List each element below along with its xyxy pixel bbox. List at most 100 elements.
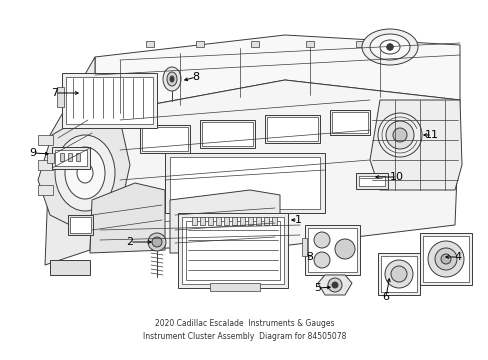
Ellipse shape xyxy=(334,239,354,259)
Bar xyxy=(422,236,468,282)
Bar xyxy=(68,215,93,235)
Bar xyxy=(182,217,284,284)
Bar xyxy=(405,41,413,47)
Bar xyxy=(70,217,91,233)
Bar xyxy=(140,125,190,153)
Bar xyxy=(200,217,204,225)
Bar xyxy=(307,228,356,272)
Ellipse shape xyxy=(427,241,463,277)
Bar xyxy=(419,233,471,285)
Bar xyxy=(178,213,287,288)
Bar xyxy=(358,176,384,186)
Ellipse shape xyxy=(390,266,406,282)
Bar xyxy=(192,217,197,225)
Bar xyxy=(38,185,53,195)
Polygon shape xyxy=(90,183,164,253)
Ellipse shape xyxy=(379,40,399,54)
Ellipse shape xyxy=(377,113,421,157)
Ellipse shape xyxy=(167,72,177,86)
Ellipse shape xyxy=(313,232,329,248)
Ellipse shape xyxy=(386,44,392,50)
Bar xyxy=(209,283,260,291)
Ellipse shape xyxy=(331,282,337,288)
Bar xyxy=(250,41,259,47)
Bar xyxy=(47,153,54,163)
Text: 9: 9 xyxy=(29,148,37,158)
Bar xyxy=(264,115,319,143)
Text: 8: 8 xyxy=(192,72,199,82)
Ellipse shape xyxy=(361,29,417,65)
Bar xyxy=(305,225,359,275)
Bar xyxy=(200,120,254,148)
Bar xyxy=(55,150,87,166)
Bar xyxy=(146,41,154,47)
Bar xyxy=(380,256,416,292)
Bar xyxy=(355,173,387,189)
Ellipse shape xyxy=(327,278,341,292)
Ellipse shape xyxy=(77,163,93,183)
Ellipse shape xyxy=(65,147,105,199)
Bar xyxy=(216,217,221,225)
Bar xyxy=(231,217,237,225)
Ellipse shape xyxy=(386,44,392,50)
Bar xyxy=(377,253,419,295)
Text: 7: 7 xyxy=(51,88,59,98)
Polygon shape xyxy=(95,35,459,115)
Ellipse shape xyxy=(148,233,165,251)
Polygon shape xyxy=(90,80,459,250)
Bar xyxy=(224,217,228,225)
Text: 2: 2 xyxy=(126,237,133,247)
Bar xyxy=(164,153,325,213)
Bar xyxy=(142,127,187,151)
Bar xyxy=(52,147,90,169)
Ellipse shape xyxy=(392,128,406,142)
Bar xyxy=(302,238,306,256)
Text: 2020 Cadillac Escalade  Instruments & Gauges
Instrument Cluster Assembly  Diagra: 2020 Cadillac Escalade Instruments & Gau… xyxy=(142,319,346,341)
Ellipse shape xyxy=(434,248,456,270)
Bar xyxy=(355,41,363,47)
Ellipse shape xyxy=(384,260,412,288)
Bar xyxy=(38,135,53,145)
Bar xyxy=(185,221,280,280)
Polygon shape xyxy=(45,57,95,265)
Text: 5: 5 xyxy=(314,283,321,293)
Ellipse shape xyxy=(440,254,450,264)
Polygon shape xyxy=(369,100,461,190)
Ellipse shape xyxy=(369,34,409,60)
Bar xyxy=(68,153,72,161)
Bar xyxy=(57,87,64,107)
Bar xyxy=(50,260,90,275)
Polygon shape xyxy=(170,190,280,253)
Bar xyxy=(62,73,157,128)
Bar xyxy=(207,217,213,225)
Bar xyxy=(264,217,268,225)
Bar xyxy=(60,153,64,161)
Bar xyxy=(196,41,203,47)
Ellipse shape xyxy=(385,121,413,149)
Bar xyxy=(66,77,153,124)
Bar xyxy=(305,41,313,47)
Ellipse shape xyxy=(163,67,181,91)
Text: 3: 3 xyxy=(306,252,313,262)
Text: 4: 4 xyxy=(453,252,461,262)
Text: 10: 10 xyxy=(389,172,403,182)
Ellipse shape xyxy=(386,44,392,50)
Bar xyxy=(240,217,244,225)
Text: 1: 1 xyxy=(294,215,301,225)
Bar xyxy=(170,157,319,209)
Bar xyxy=(256,217,261,225)
Bar xyxy=(266,117,317,141)
Bar xyxy=(76,153,80,161)
Bar xyxy=(202,122,252,146)
Ellipse shape xyxy=(152,237,162,247)
Text: 6: 6 xyxy=(382,292,389,302)
Bar xyxy=(331,112,367,133)
Polygon shape xyxy=(317,275,351,295)
Bar xyxy=(271,217,276,225)
Ellipse shape xyxy=(170,76,174,82)
Ellipse shape xyxy=(313,252,329,268)
Ellipse shape xyxy=(55,135,115,211)
Bar xyxy=(247,217,252,225)
Text: 11: 11 xyxy=(424,130,438,140)
Polygon shape xyxy=(38,113,130,230)
